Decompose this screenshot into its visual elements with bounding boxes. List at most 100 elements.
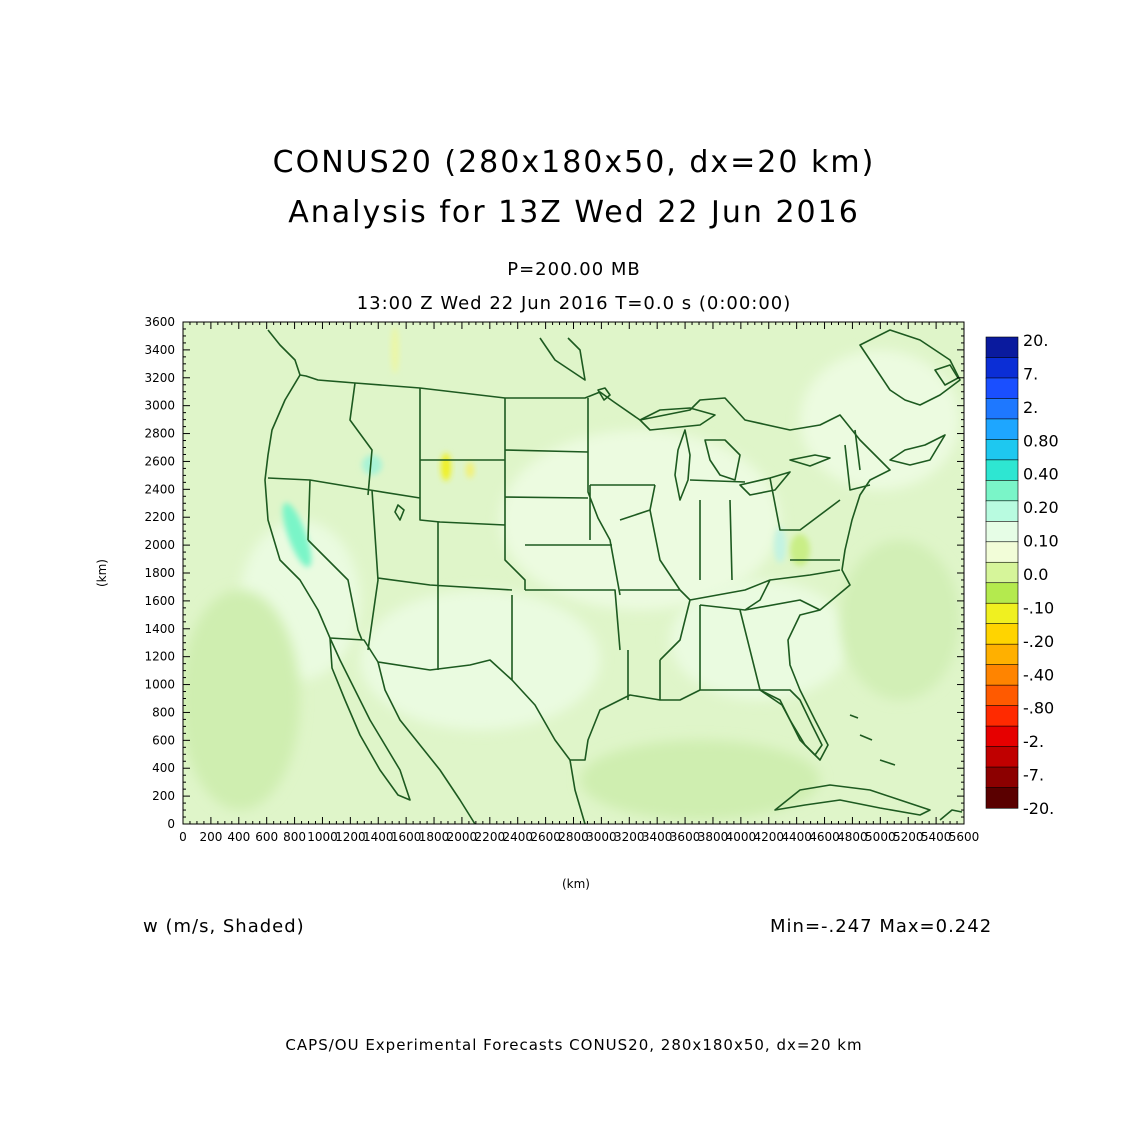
darker-patch	[580, 740, 820, 820]
colorbar-swatch	[985, 418, 1019, 440]
x-tick-label: 2200	[475, 830, 506, 844]
x-tick-label: 1400	[363, 830, 394, 844]
mexico-gulf-coast	[569, 759, 586, 824]
x-tick-label: 2400	[502, 830, 533, 844]
hispaniola-fragment	[939, 809, 963, 821]
x-tick-label: 4000	[726, 830, 757, 844]
x-axis-title: (km)	[562, 877, 590, 891]
x-tick-label: 0	[179, 830, 187, 844]
valid-time-label: 13:00 Z Wed 22 Jun 2016 T=0.0 s (0:00:00…	[356, 293, 792, 314]
light-patch	[800, 350, 960, 490]
wyoming-downdraft-2	[466, 462, 474, 478]
pressure-level-label: P=200.00 MB	[507, 259, 641, 280]
colorbar-swatch	[985, 541, 1019, 563]
shaded-field	[183, 322, 964, 824]
y-tick-label: 2800	[144, 427, 175, 441]
idaho-updraft	[362, 455, 382, 475]
colorbar	[985, 336, 1019, 809]
y-tick-label: 200	[152, 789, 175, 803]
colorbar-label: 0.0	[1023, 565, 1048, 584]
x-tick-label: 4400	[781, 830, 812, 844]
x-tick-label: 1200	[335, 830, 366, 844]
colorbar-label: 0.40	[1023, 465, 1059, 484]
y-tick-label: 1000	[144, 678, 175, 692]
colorbar-swatch	[985, 602, 1019, 625]
nova-scotia	[889, 434, 946, 466]
y-tick-label: 0	[167, 817, 175, 831]
x-tick-label: 400	[227, 830, 250, 844]
mexico-coast	[377, 661, 476, 824]
y-tick-label: 800	[152, 705, 175, 719]
colorbar-swatch	[985, 357, 1019, 379]
min-max-label: Min=-.247 Max=0.242	[770, 916, 993, 937]
bahamas	[849, 714, 896, 766]
plot-subtitle: Analysis for 13Z Wed 22 Jun 2016	[288, 195, 860, 230]
colorbar-swatch	[985, 521, 1019, 543]
y-tick-label: 1800	[144, 566, 175, 580]
colorbar-swatch	[985, 746, 1019, 768]
baja-outline	[329, 637, 411, 801]
colorbar-label: 0.10	[1023, 532, 1059, 551]
y-tick-label: 400	[152, 761, 175, 775]
x-tick-label: 3800	[698, 830, 729, 844]
colorbar-swatch	[985, 766, 1019, 789]
y-tick-label: 600	[152, 733, 175, 747]
colorbar-labels: 20. 7. 2. 0.80 0.40 0.20 0.10 0.0 -.10 -.20 -.40 -.…	[1023, 331, 1059, 818]
field-label: w (m/s, Shaded)	[143, 916, 305, 937]
hudson-bay-coast	[539, 337, 586, 381]
colorbar-swatch	[985, 459, 1019, 481]
canada-coast	[267, 329, 301, 376]
colorbar-swatch	[985, 705, 1019, 727]
x-tick-label: 5000	[865, 830, 896, 844]
labrador-coast	[859, 329, 961, 406]
x-tick-label: 200	[199, 830, 222, 844]
x-tick-label: 600	[255, 830, 278, 844]
montana-streak	[391, 326, 399, 374]
lake-erie	[739, 471, 791, 496]
darker-patch	[183, 590, 300, 810]
colorbar-label: -2.	[1023, 732, 1044, 751]
plot-title: CONUS20 (280x180x50, dx=20 km)	[272, 145, 876, 180]
light-patch	[500, 430, 780, 610]
y-tick-label: 1400	[144, 622, 175, 636]
x-tick-label: 800	[283, 830, 306, 844]
state-lines	[267, 382, 871, 700]
colorbar-label: -.80	[1023, 699, 1054, 718]
y-tick-label: 2400	[144, 482, 175, 496]
us-outline	[264, 374, 891, 761]
x-tick-label: 3600	[670, 830, 701, 844]
colorbar-swatch	[985, 480, 1019, 502]
x-tick-label: 2600	[530, 830, 561, 844]
colorbar-swatch	[985, 377, 1019, 400]
lake-michigan	[674, 429, 691, 501]
lake-ontario	[789, 454, 831, 467]
colorbar-swatch	[985, 500, 1019, 522]
light-patch	[670, 580, 850, 700]
colorbar-label: -7.	[1023, 766, 1044, 785]
appalachian-updraft	[774, 527, 786, 563]
great-salt-lake	[394, 504, 405, 521]
colorbar-swatch	[985, 643, 1019, 666]
florida-outline	[759, 689, 823, 756]
x-tick-label: 4800	[837, 830, 868, 844]
y-tick-label: 2200	[144, 510, 175, 524]
y-tick-label: 2000	[144, 538, 175, 552]
footer-credit: CAPS/OU Experimental Forecasts CONUS20, …	[285, 1036, 863, 1054]
colorbar-label: -20.	[1023, 799, 1054, 818]
virginia-downdraft	[790, 534, 810, 566]
x-tick-label: 2800	[558, 830, 589, 844]
colorbar-label: -.10	[1023, 598, 1054, 617]
x-tick-label: 1600	[391, 830, 422, 844]
colorbar-swatch	[985, 684, 1019, 707]
colorbar-swatch	[985, 398, 1019, 420]
colorbar-swatch	[985, 787, 1019, 809]
cuba-outline	[774, 784, 931, 816]
y-tick-label: 3200	[144, 371, 175, 385]
colorbar-swatch	[985, 336, 1019, 359]
colorbar-swatch	[985, 561, 1019, 584]
colorbar-swatch	[985, 664, 1019, 686]
x-axis: 0 200 400 600 800 100012001400160018002000220…	[179, 322, 979, 844]
y-tick-label: 1200	[144, 650, 175, 664]
colorbar-swatch	[985, 725, 1019, 748]
